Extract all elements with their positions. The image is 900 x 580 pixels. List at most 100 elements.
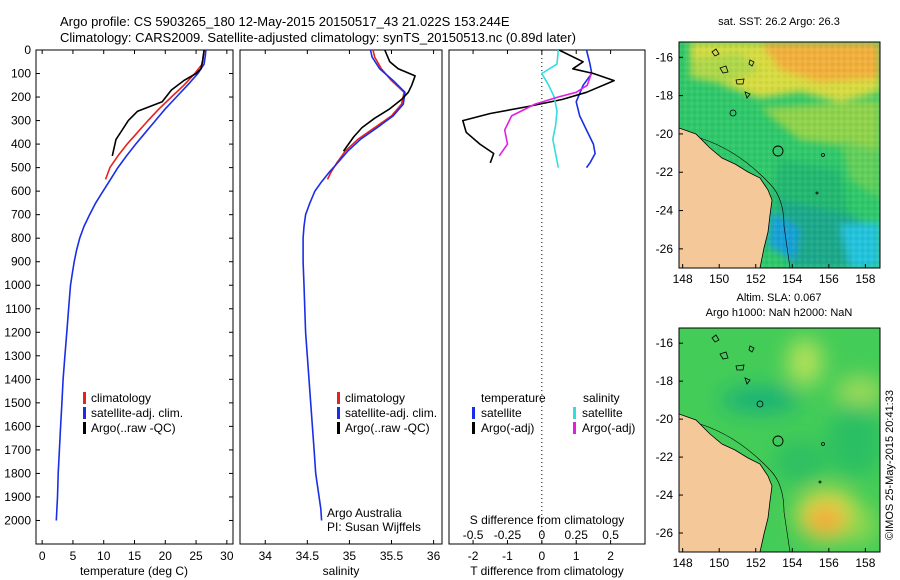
x-tick-label: 30 bbox=[220, 549, 234, 563]
series-salinity-satellite bbox=[540, 49, 560, 168]
depth-tick-label: 900 bbox=[11, 255, 31, 269]
lon-tick-label: 158 bbox=[855, 272, 875, 286]
series-temperature-argo-adj- bbox=[461, 49, 615, 164]
lat-tick-label: -22 bbox=[656, 165, 674, 179]
legend-title-salinity: salinity bbox=[583, 391, 620, 405]
series-satellite-adj-clim- bbox=[55, 49, 207, 521]
lon-tick-label: 150 bbox=[709, 556, 729, 570]
difference-x-axis: -2 -1 0 1 2 -0.5 -0.25 0 0.25 0.5 bbox=[463, 50, 619, 563]
sst-land-mass bbox=[679, 127, 773, 268]
x-tick-label: 35 bbox=[343, 549, 357, 563]
series-climatology bbox=[104, 49, 205, 180]
sst-map-title: sat. SST: 26.2 Argo: 26.3 bbox=[718, 16, 840, 28]
x-tick-label: 5 bbox=[70, 549, 77, 563]
salinity-panel: 34 34.5 35 35.5 36 salinity climatology sate… bbox=[239, 49, 443, 578]
x-tick-label: 1 bbox=[573, 549, 580, 563]
series-salinity-argo-adj- bbox=[498, 73, 593, 157]
series-satellite-adj-clim- bbox=[302, 49, 406, 521]
temperature-panel: 0100200300400500600700800900100011001200… bbox=[4, 43, 234, 578]
legend-label-s-satellite: satellite bbox=[582, 406, 623, 420]
salinity-x-label: salinity bbox=[323, 564, 360, 578]
legend-swatch-s-satellite bbox=[573, 407, 576, 419]
x2-tick-label: -0.25 bbox=[494, 528, 522, 542]
sst-map-axes: 148 150 152 154 156 158 -16 -18 -20 -22 -24 -26 bbox=[656, 50, 876, 286]
x-tick-label: 36 bbox=[427, 549, 441, 563]
difference-x-label: T difference from climatology bbox=[470, 564, 624, 578]
series-temperature-satellite bbox=[575, 49, 596, 169]
difference-axes-frame bbox=[448, 49, 646, 545]
sla-map-subtitle: Argo h1000: NaN h2000: NaN bbox=[706, 307, 853, 319]
difference-series bbox=[461, 49, 615, 169]
depth-tick-label: 0 bbox=[24, 43, 31, 57]
difference-legend: temperature salinity satellite Argo(-adj… bbox=[472, 391, 635, 435]
imos-timestamp: ©IMOS 25-May-2015 20:41:33 bbox=[884, 390, 896, 540]
lon-tick-label: 156 bbox=[819, 272, 839, 286]
difference-panel: -2 -1 0 1 2 -0.5 -0.25 0 0.25 0.5 S difference fr… bbox=[448, 49, 646, 578]
series-climatology bbox=[326, 49, 405, 180]
depth-tick-label: 100 bbox=[11, 67, 31, 81]
legend-swatch-climatology bbox=[83, 392, 86, 404]
legend-swatch-satellite bbox=[337, 407, 340, 419]
legend-label-s-argo: Argo(-adj) bbox=[582, 421, 635, 435]
lon-tick-label: 148 bbox=[673, 272, 693, 286]
x-tick-label: 20 bbox=[159, 549, 173, 563]
lon-tick-label: 158 bbox=[855, 556, 875, 570]
x-tick-label: 35.5 bbox=[380, 549, 404, 563]
depth-tick-label: 600 bbox=[11, 184, 31, 198]
depth-tick-label: 1500 bbox=[4, 396, 31, 410]
x2-tick-label: 0.5 bbox=[602, 528, 619, 542]
legend-label-argo: Argo(..raw -QC) bbox=[91, 421, 176, 435]
lat-tick-label: -26 bbox=[656, 242, 674, 256]
legend-label-satellite: satellite-adj. clim. bbox=[91, 406, 183, 420]
header-line-2: Climatology: CARS2009. Satellite-adjuste… bbox=[60, 30, 576, 45]
lat-tick-label: -24 bbox=[656, 204, 674, 218]
lat-tick-label: -22 bbox=[656, 450, 674, 464]
depth-tick-label: 1800 bbox=[4, 466, 31, 480]
legend-swatch-t-satellite bbox=[472, 407, 475, 419]
x2-tick-label: 0 bbox=[538, 528, 545, 542]
legend-swatch-argo bbox=[83, 422, 86, 434]
lon-tick-label: 154 bbox=[782, 272, 802, 286]
lat-tick-label: -18 bbox=[656, 374, 674, 388]
x-tick-label: 2 bbox=[607, 549, 614, 563]
depth-tick-label: 1600 bbox=[4, 419, 31, 433]
header-line-1: Argo profile: CS 5903265_180 12-May-2015… bbox=[60, 14, 510, 29]
x-tick-label: -1 bbox=[502, 549, 513, 563]
lon-tick-label: 152 bbox=[746, 556, 766, 570]
lat-tick-label: -16 bbox=[656, 50, 674, 64]
lon-tick-label: 156 bbox=[819, 556, 839, 570]
x-tick-label: 0 bbox=[538, 549, 545, 563]
depth-axis: 0 100 200 300 400 500 600 700 800 900 1000 1100 1200… bbox=[4, 43, 233, 527]
x-tick-label: -2 bbox=[468, 549, 479, 563]
legend-label-satellite: satellite-adj. clim. bbox=[345, 406, 437, 420]
legend-label-t-argo: Argo(-adj) bbox=[481, 421, 534, 435]
legend-swatch-climatology bbox=[337, 392, 340, 404]
argo-location-marker bbox=[772, 435, 784, 447]
x-tick-label: 0 bbox=[39, 549, 46, 563]
depth-tick-label: 1200 bbox=[4, 325, 31, 339]
x2-tick-label: -0.5 bbox=[463, 528, 484, 542]
sla-map-title: Altim. SLA: 0.067 bbox=[737, 292, 822, 304]
legend-swatch-t-argo bbox=[472, 422, 475, 434]
temperature-axes-frame bbox=[35, 49, 234, 545]
legend-label-climatology: climatology bbox=[91, 391, 151, 405]
lat-tick-label: -18 bbox=[656, 89, 674, 103]
legend-swatch-satellite bbox=[83, 407, 86, 419]
lat-tick-label: -24 bbox=[656, 488, 674, 502]
x-tick-label: 34 bbox=[259, 549, 273, 563]
legend-label-climatology: climatology bbox=[345, 391, 405, 405]
legend-swatch-s-argo bbox=[573, 422, 576, 434]
legend-title-temperature: temperature bbox=[481, 391, 546, 405]
depth-tick-label: 1000 bbox=[4, 278, 31, 292]
depth-tick-label: 1400 bbox=[4, 372, 31, 386]
salinity-x-axis: 34 34.5 35 35.5 36 bbox=[259, 50, 441, 563]
lat-tick-label: -26 bbox=[656, 526, 674, 540]
x2-tick-label: 0.25 bbox=[565, 528, 589, 542]
x-tick-label: 25 bbox=[189, 549, 203, 563]
lat-tick-label: -16 bbox=[656, 336, 674, 350]
depth-tick-label: 500 bbox=[11, 161, 31, 175]
legend-label-t-satellite: satellite bbox=[481, 406, 522, 420]
annotation-pi: PI: Susan Wijffels bbox=[327, 520, 421, 534]
depth-tick-label: 1100 bbox=[5, 302, 31, 316]
